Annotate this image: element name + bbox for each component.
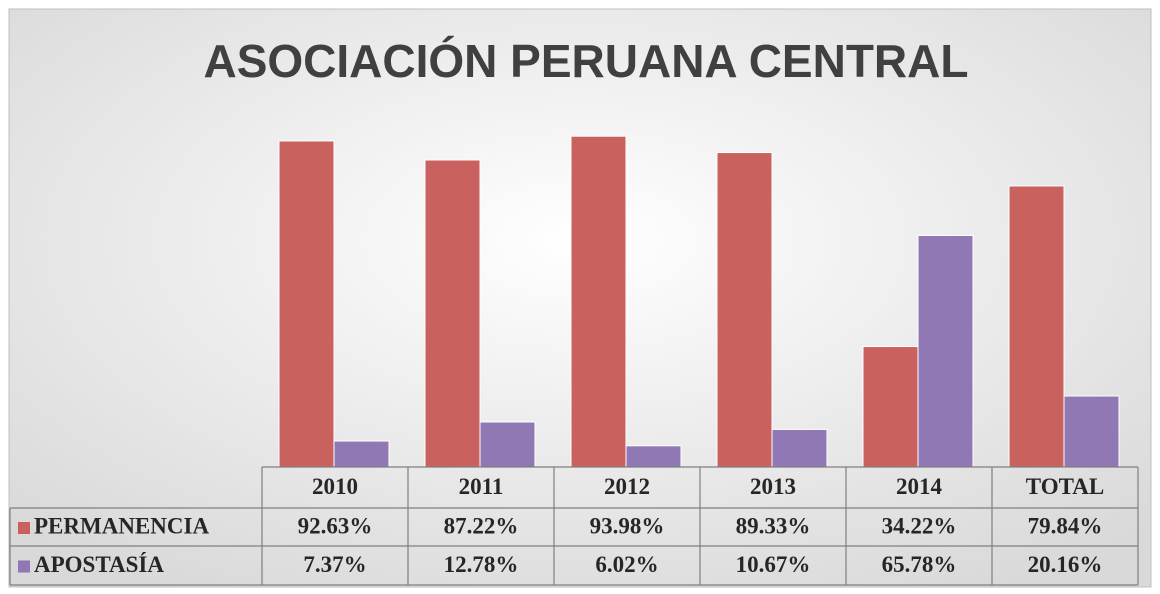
legend-key: [18, 522, 30, 534]
data-label: 10.67%: [736, 552, 811, 577]
bar: [862, 346, 919, 468]
bar: [1008, 185, 1065, 468]
x-tick-label: 2014: [896, 474, 943, 499]
data-label: 92.63%: [298, 513, 373, 538]
x-tick-label: 2012: [604, 474, 650, 499]
bar: [278, 140, 335, 468]
data-label: 79.84%: [1028, 513, 1103, 538]
data-label: 87.22%: [444, 513, 519, 538]
data-label: 34.22%: [882, 513, 957, 538]
chart-title: ASOCIACIÓN PERUANA CENTRAL: [204, 35, 969, 87]
data-label: 6.02%: [595, 552, 658, 577]
bar: [716, 152, 773, 468]
data-label: 65.78%: [882, 552, 957, 577]
legend-key: [18, 560, 30, 573]
x-tick-label: 2010: [312, 474, 358, 499]
data-label: 12.78%: [444, 552, 519, 577]
x-tick-label: TOTAL: [1026, 474, 1104, 499]
bar: [917, 234, 974, 468]
bar: [771, 428, 828, 468]
legend-label: APOSTASÍA: [34, 552, 164, 577]
x-tick-label: 2011: [459, 474, 504, 499]
bar: [479, 421, 536, 468]
data-label: 89.33%: [736, 513, 811, 538]
legend-label: PERMANENCIA: [34, 513, 209, 538]
bar: [625, 445, 682, 468]
data-label: 7.37%: [303, 552, 366, 577]
x-tick-label: 2013: [750, 474, 796, 499]
bar: [424, 159, 481, 468]
bar: [1063, 395, 1120, 468]
data-label: 93.98%: [590, 513, 665, 538]
bar: [333, 440, 390, 468]
data-label: 20.16%: [1028, 552, 1103, 577]
bar: [570, 135, 627, 468]
